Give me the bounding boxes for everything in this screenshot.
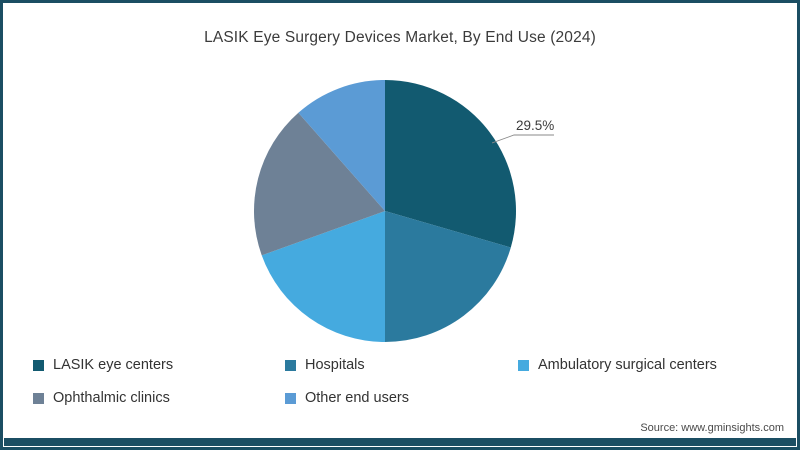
legend-item-label: LASIK eye centers — [53, 357, 174, 373]
page-title: LASIK Eye Surgery Devices Market, By End… — [204, 29, 596, 46]
pie-slice[interactable] — [385, 211, 511, 342]
pie-slice[interactable] — [253, 112, 385, 256]
pie-slice-group — [253, 80, 517, 343]
legend-item-label: Ophthalmic clinics — [53, 390, 170, 406]
legend-row-1: LASIK eye centers Hospitals Ambulatory s… — [0, 358, 800, 391]
legend-row-2: Ophthalmic clinics Other end users — [0, 391, 800, 424]
pie-slice[interactable] — [385, 80, 517, 248]
legend-item-hospitals[interactable]: Hospitals — [285, 358, 365, 373]
pie-data-label-lasik-eye-centers: 29.5% — [516, 118, 555, 133]
pie-slice[interactable] — [261, 211, 385, 343]
chart-legend: LASIK eye centers Hospitals Ambulatory s… — [0, 358, 800, 424]
legend-item-label: Ambulatory surgical centers — [538, 357, 717, 373]
legend-swatch-icon — [33, 392, 44, 404]
legend-item-label: Other end users — [305, 390, 409, 406]
legend-item-lasik-eye-centers[interactable]: LASIK eye centers — [33, 358, 173, 373]
legend-swatch-icon — [33, 359, 44, 371]
pie-slice[interactable] — [298, 80, 385, 211]
legend-swatch-icon — [285, 392, 296, 404]
legend-item-label: Hospitals — [305, 357, 365, 373]
legend-swatch-icon — [285, 359, 296, 371]
callout-leader-line — [492, 134, 554, 144]
pie-chart — [253, 79, 517, 343]
frame-bottom-bar — [3, 438, 797, 447]
legend-swatch-icon — [518, 359, 529, 371]
legend-item-other-end-users[interactable]: Other end users — [285, 391, 409, 406]
source-attribution: Source: www.gminsights.com — [640, 422, 784, 434]
legend-item-ambulatory-surgical-centers[interactable]: Ambulatory surgical centers — [518, 358, 717, 373]
pie-svg — [253, 80, 517, 343]
legend-item-ophthalmic-clinics[interactable]: Ophthalmic clinics — [33, 391, 170, 406]
